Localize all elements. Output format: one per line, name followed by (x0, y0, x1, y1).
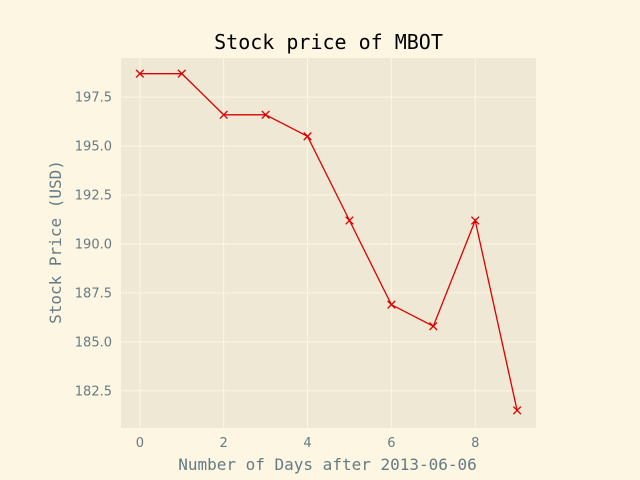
data-point-marker (219, 110, 228, 120)
data-point-marker (345, 216, 354, 225)
y-tick-label: 197.5 (75, 91, 112, 106)
grid-layer (121, 58, 536, 428)
x-tick-label: 2 (220, 436, 228, 451)
x-tick-label: 4 (303, 436, 311, 451)
x-tick-label: 8 (471, 436, 479, 451)
y-tick-label: 182.5 (75, 384, 112, 399)
data-point-marker (512, 406, 522, 415)
data-point-marker (177, 69, 187, 78)
data-point-marker (387, 300, 396, 309)
y-tick-label: 192.5 (75, 189, 112, 204)
data-point-marker (303, 132, 312, 141)
chart-title: Stock price of MBOT (214, 30, 443, 54)
x-tick-label: 6 (387, 436, 395, 451)
tick-layer: 0 2 4 6 8 182.5 185.0 187.5 190.0 192.5 195.0 197.5 (75, 91, 480, 451)
series-line (139, 73, 518, 411)
plot-area (121, 58, 536, 428)
data-point-marker (429, 321, 438, 331)
x-tick-label: 0 (136, 436, 144, 451)
series-layer (135, 69, 522, 415)
y-tick-label: 185.0 (75, 335, 112, 350)
data-point-marker (135, 69, 145, 78)
y-tick-label: 187.5 (75, 286, 112, 301)
x-axis-label: Number of Days after 2013-06-06 (178, 455, 477, 474)
y-tick-label: 195.0 (75, 140, 112, 155)
data-point-marker (470, 216, 480, 225)
y-tick-label: 190.0 (75, 237, 112, 252)
data-point-marker (261, 110, 270, 120)
y-axis-label: Stock Price (USD) (46, 160, 65, 324)
